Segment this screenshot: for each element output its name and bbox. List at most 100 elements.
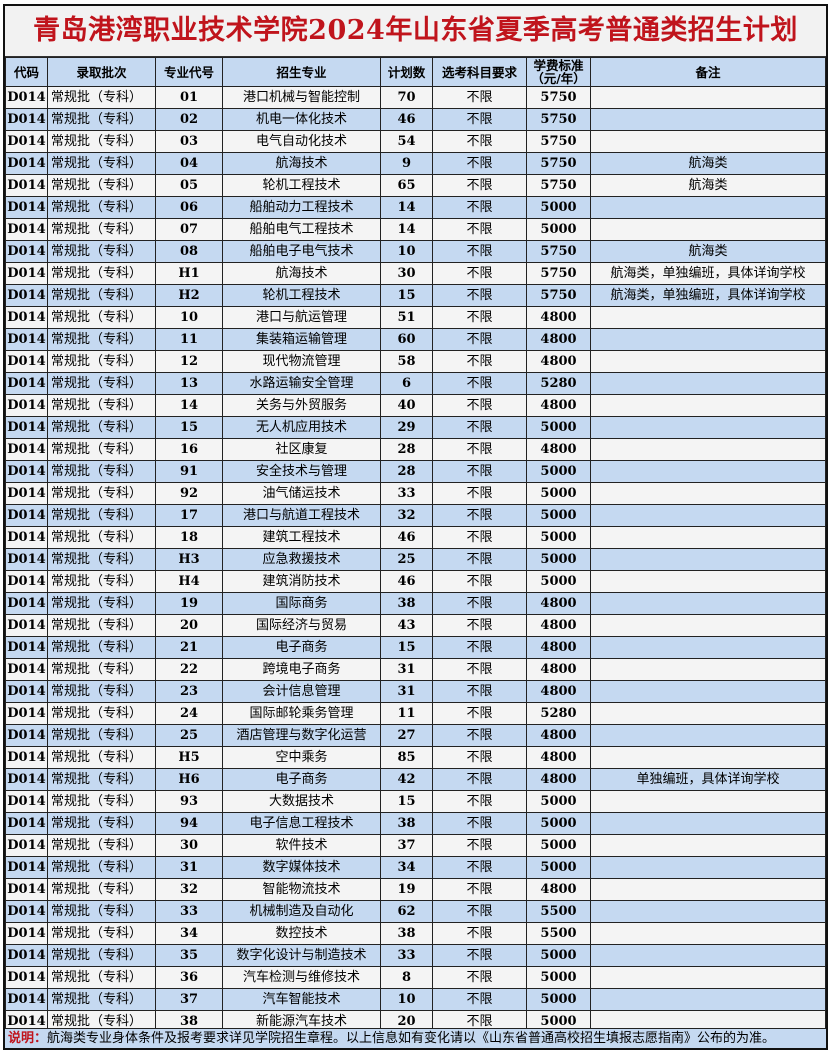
header-major-code: 专业代号 — [155, 57, 223, 87]
cell-major: 数字化设计与制造技术 — [222, 944, 381, 967]
cell-remarks: 航海类，单独编班，具体详询学校 — [590, 284, 826, 307]
cell-remarks — [590, 878, 826, 901]
cell-subject-req: 不限 — [432, 988, 527, 1011]
cell-batch: 常规批（专科） — [47, 636, 156, 659]
cell-major-code: 93 — [155, 790, 223, 813]
cell-major: 建筑消防技术 — [222, 570, 381, 593]
cell-major-code: 06 — [155, 196, 223, 219]
cell-major-code: H3 — [155, 548, 223, 571]
cell-batch: 常规批（专科） — [47, 86, 156, 109]
cell-code: D014 — [5, 350, 48, 373]
cell-batch: 常规批（专科） — [47, 130, 156, 153]
cell-batch: 常规批（专科） — [47, 504, 156, 527]
cell-subject-req: 不限 — [432, 724, 527, 747]
cell-batch: 常规批（专科） — [47, 944, 156, 967]
cell-remarks — [590, 108, 826, 131]
cell-quota: 29 — [380, 416, 433, 439]
cell-remarks — [590, 702, 826, 725]
cell-subject-req: 不限 — [432, 614, 527, 637]
cell-code: D014 — [5, 768, 48, 791]
cell-quota: 54 — [380, 130, 433, 153]
cell-major: 建筑工程技术 — [222, 526, 381, 549]
table-row: D014 常规批（专科） H1 航海技术 30 不限 5750 航海类，单独编班，具体详询学校 — [5, 262, 826, 285]
cell-tuition: 5000 — [526, 460, 591, 483]
cell-quota: 14 — [380, 196, 433, 219]
cell-remarks — [590, 812, 826, 835]
cell-major-code: 15 — [155, 416, 223, 439]
cell-quota: 33 — [380, 944, 433, 967]
cell-subject-req: 不限 — [432, 944, 527, 967]
cell-quota: 9 — [380, 152, 433, 175]
cell-subject-req: 不限 — [432, 702, 527, 725]
cell-subject-req: 不限 — [432, 394, 527, 417]
cell-tuition: 5000 — [526, 548, 591, 571]
cell-batch: 常规批（专科） — [47, 790, 156, 813]
cell-subject-req: 不限 — [432, 482, 527, 505]
cell-major-code: 23 — [155, 680, 223, 703]
cell-remarks — [590, 438, 826, 461]
cell-tuition: 4800 — [526, 878, 591, 901]
cell-subject-req: 不限 — [432, 636, 527, 659]
table-row: D014 常规批（专科） 91 安全技术与管理 28 不限 5000 — [5, 460, 826, 483]
cell-remarks — [590, 196, 826, 219]
table-row: D014 常规批（专科） 04 航海技术 9 不限 5750 航海类 — [5, 152, 826, 175]
cell-subject-req: 不限 — [432, 460, 527, 483]
cell-subject-req: 不限 — [432, 878, 527, 901]
cell-major-code: 17 — [155, 504, 223, 527]
cell-batch: 常规批（专科） — [47, 416, 156, 439]
cell-subject-req: 不限 — [432, 438, 527, 461]
cell-tuition: 5280 — [526, 702, 591, 725]
cell-code: D014 — [5, 878, 48, 901]
cell-remarks: 单独编班，具体详询学校 — [590, 768, 826, 791]
cell-major: 应急救援技术 — [222, 548, 381, 571]
cell-major-code: 21 — [155, 636, 223, 659]
cell-major-code: 22 — [155, 658, 223, 681]
table-row: D014 常规批（专科） 23 会计信息管理 31 不限 4800 — [5, 680, 826, 703]
cell-quota: 62 — [380, 900, 433, 923]
header-code: 代码 — [5, 57, 48, 87]
cell-batch: 常规批（专科） — [47, 966, 156, 989]
cell-major-code: H6 — [155, 768, 223, 791]
cell-major-code: 37 — [155, 988, 223, 1011]
cell-code: D014 — [5, 812, 48, 835]
cell-remarks — [590, 372, 826, 395]
cell-remarks — [590, 592, 826, 615]
cell-code: D014 — [5, 130, 48, 153]
cell-major-code: 18 — [155, 526, 223, 549]
cell-batch: 常规批（专科） — [47, 658, 156, 681]
cell-code: D014 — [5, 394, 48, 417]
cell-major: 无人机应用技术 — [222, 416, 381, 439]
cell-major-code: 03 — [155, 130, 223, 153]
cell-major: 关务与外贸服务 — [222, 394, 381, 417]
cell-quota: 32 — [380, 504, 433, 527]
cell-code: D014 — [5, 636, 48, 659]
cell-major-code: 32 — [155, 878, 223, 901]
cell-quota: 6 — [380, 372, 433, 395]
cell-major-code: 25 — [155, 724, 223, 747]
cell-subject-req: 不限 — [432, 900, 527, 923]
cell-code: D014 — [5, 86, 48, 109]
cell-code: D014 — [5, 614, 48, 637]
cell-code: D014 — [5, 328, 48, 351]
cell-major: 空中乘务 — [222, 746, 381, 769]
cell-code: D014 — [5, 834, 48, 857]
cell-batch: 常规批（专科） — [47, 988, 156, 1011]
cell-subject-req: 不限 — [432, 592, 527, 615]
cell-quota: 28 — [380, 438, 433, 461]
cell-batch: 常规批（专科） — [47, 108, 156, 131]
cell-subject-req: 不限 — [432, 504, 527, 527]
cell-quota: 33 — [380, 482, 433, 505]
cell-major: 数字媒体技术 — [222, 856, 381, 879]
cell-code: D014 — [5, 724, 48, 747]
enrollment-plan-sheet: 青岛港湾职业技术学院2024年山东省夏季高考普通类招生计划 代码 录取批次 专业… — [3, 4, 828, 1050]
cell-subject-req: 不限 — [432, 922, 527, 945]
cell-code: D014 — [5, 438, 48, 461]
cell-major-code: 12 — [155, 350, 223, 373]
cell-subject-req: 不限 — [432, 966, 527, 989]
table-row: D014 常规批（专科） 18 建筑工程技术 46 不限 5000 — [5, 526, 826, 549]
cell-batch: 常规批（专科） — [47, 460, 156, 483]
cell-major: 电气自动化技术 — [222, 130, 381, 153]
table-row: D014 常规批（专科） 16 社区康复 28 不限 4800 — [5, 438, 826, 461]
cell-tuition: 5000 — [526, 416, 591, 439]
cell-batch: 常规批（专科） — [47, 372, 156, 395]
